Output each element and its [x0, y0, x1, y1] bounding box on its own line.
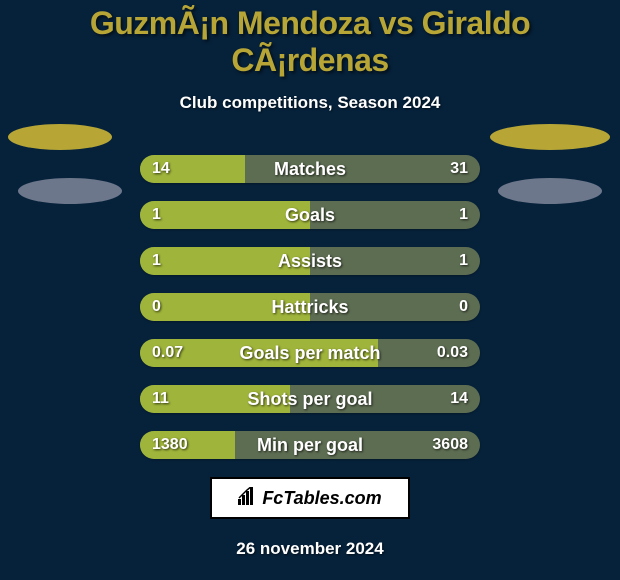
- brand-box: FcTables.com: [210, 477, 410, 519]
- stat-row: 0Hattricks0: [140, 293, 480, 321]
- stat-label: Min per goal: [140, 431, 480, 459]
- stat-label: Shots per goal: [140, 385, 480, 413]
- stat-label: Goals: [140, 201, 480, 229]
- stat-label: Assists: [140, 247, 480, 275]
- stat-label: Hattricks: [140, 293, 480, 321]
- stat-row: 0.07Goals per match0.03: [140, 339, 480, 367]
- stat-label: Goals per match: [140, 339, 480, 367]
- stat-right-value: 3608: [432, 431, 468, 459]
- infographic-container: GuzmÃ¡n Mendoza vs Giraldo CÃ¡rdenas Clu…: [0, 0, 620, 580]
- stat-row: 11Shots per goal14: [140, 385, 480, 413]
- deco-ellipse: [498, 178, 602, 204]
- stat-right-value: 1: [459, 201, 468, 229]
- bar-chart-icon: [238, 487, 258, 510]
- stat-right-value: 0.03: [437, 339, 468, 367]
- deco-ellipse: [18, 178, 122, 204]
- stat-right-value: 1: [459, 247, 468, 275]
- stats-list: 14Matches311Goals11Assists10Hattricks00.…: [140, 155, 480, 459]
- stat-row: 1Goals1: [140, 201, 480, 229]
- stat-row: 1380Min per goal3608: [140, 431, 480, 459]
- stat-right-value: 31: [450, 155, 468, 183]
- page-subtitle: Club competitions, Season 2024: [0, 93, 620, 113]
- stat-row: 14Matches31: [140, 155, 480, 183]
- page-title: GuzmÃ¡n Mendoza vs Giraldo CÃ¡rdenas: [0, 5, 620, 79]
- brand-text: FcTables.com: [238, 487, 381, 510]
- deco-ellipse: [8, 124, 112, 150]
- stat-right-value: 0: [459, 293, 468, 321]
- footer-date: 26 november 2024: [0, 539, 620, 559]
- stat-row: 1Assists1: [140, 247, 480, 275]
- stat-right-value: 14: [450, 385, 468, 413]
- brand-label: FcTables.com: [262, 488, 381, 509]
- deco-ellipse: [490, 124, 610, 150]
- stat-label: Matches: [140, 155, 480, 183]
